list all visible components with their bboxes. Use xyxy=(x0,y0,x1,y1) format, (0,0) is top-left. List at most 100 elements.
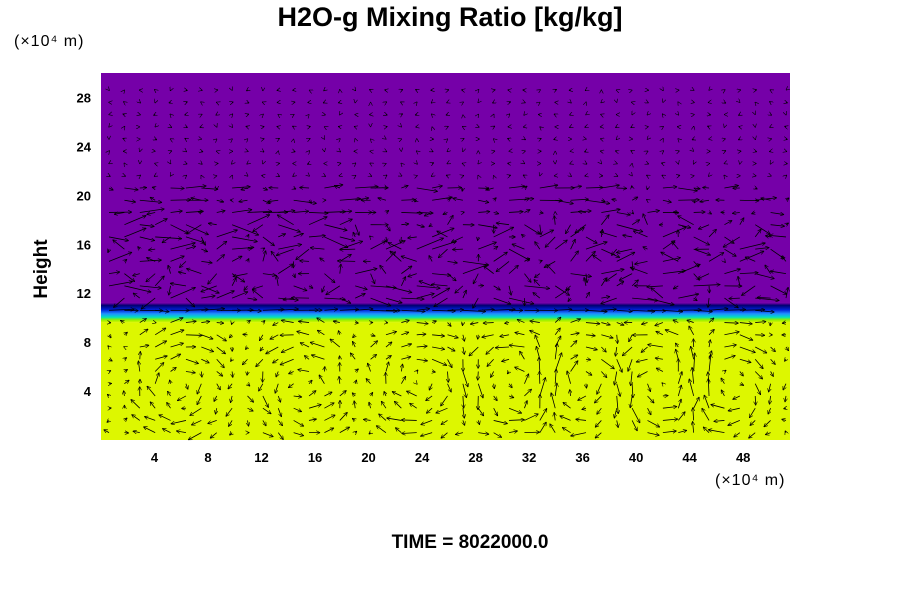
wind-arrow xyxy=(124,273,134,282)
wind-arrow xyxy=(494,383,495,389)
wind-arrow xyxy=(263,320,265,322)
wind-arrow xyxy=(554,412,555,421)
wind-arrow xyxy=(486,346,494,354)
wind-arrow xyxy=(153,115,155,116)
wind-arrow xyxy=(280,358,294,365)
x-axis-unit: (×10⁴ m) xyxy=(715,472,786,489)
wind-arrow xyxy=(656,367,664,372)
wind-arrow xyxy=(317,330,325,336)
wind-arrow xyxy=(493,395,498,401)
wind-arrow xyxy=(247,164,248,165)
wind-arrow xyxy=(647,345,663,348)
wind-arrow xyxy=(755,322,766,323)
wind-arrow xyxy=(724,261,725,262)
wind-arrow xyxy=(616,251,635,262)
wind-arrow xyxy=(426,407,433,413)
wind-arrow xyxy=(570,273,592,277)
wind-arrow xyxy=(201,285,217,292)
wind-arrow xyxy=(631,280,638,287)
wind-arrow xyxy=(739,358,751,362)
wind-arrow xyxy=(693,397,700,409)
wind-arrow xyxy=(278,264,293,274)
wind-arrow xyxy=(170,256,185,262)
wind-arrow xyxy=(109,370,111,372)
wind-arrow xyxy=(395,428,402,433)
wind-arrow xyxy=(310,248,325,249)
wind-arrow xyxy=(597,407,602,414)
wind-arrow xyxy=(139,285,162,288)
wind-arrow xyxy=(524,198,529,200)
wind-arrow xyxy=(154,362,164,372)
wind-arrow xyxy=(593,255,602,262)
wind-arrow xyxy=(631,220,640,226)
wind-arrow xyxy=(233,273,248,277)
wind-arrow xyxy=(340,151,341,152)
wind-arrow xyxy=(247,420,248,426)
wind-arrow xyxy=(324,236,348,248)
wind-arrow xyxy=(247,176,248,177)
wind-arrow xyxy=(647,420,660,428)
wind-arrow xyxy=(462,290,467,299)
wind-arrow xyxy=(355,187,378,188)
chart-title: H2O-g Mixing Ratio [kg/kg] xyxy=(277,2,623,32)
wind-arrow xyxy=(263,420,266,426)
wind-arrow xyxy=(340,139,341,140)
wind-arrow xyxy=(317,318,325,323)
wind-arrow xyxy=(694,353,695,372)
wind-arrow xyxy=(278,244,302,250)
wind-arrow xyxy=(662,310,683,311)
wind-arrow xyxy=(605,273,617,282)
wind-arrow xyxy=(728,407,740,411)
wind-arrow xyxy=(487,358,494,366)
wind-arrow xyxy=(770,285,787,295)
wind-arrow xyxy=(139,236,155,241)
wind-arrow xyxy=(478,89,479,90)
wind-arrow xyxy=(441,395,448,406)
wind-arrow xyxy=(144,417,156,421)
wind-arrow xyxy=(415,89,416,90)
wind-arrow xyxy=(124,259,127,261)
wind-arrow xyxy=(170,343,184,348)
wind-arrow xyxy=(509,420,525,421)
wind-arrow xyxy=(507,138,509,139)
wind-arrow xyxy=(354,401,355,409)
wind-arrow xyxy=(662,431,677,433)
wind-arrow xyxy=(147,212,156,214)
wind-arrow xyxy=(601,248,620,257)
wind-arrow xyxy=(493,285,501,290)
wind-arrow xyxy=(447,273,457,281)
wind-arrow xyxy=(754,371,763,379)
wind-arrow xyxy=(509,212,523,213)
wind-arrow xyxy=(293,233,304,238)
wind-arrow xyxy=(584,151,586,152)
wind-arrow xyxy=(673,286,679,290)
wind-arrow xyxy=(448,371,449,382)
wind-arrow xyxy=(247,211,272,212)
wind-arrow xyxy=(146,273,156,282)
y-tick-label: 8 xyxy=(84,335,91,350)
wind-arrow xyxy=(585,242,607,250)
wind-arrow xyxy=(162,236,171,243)
wind-arrow xyxy=(769,235,787,237)
lower-moist-layer xyxy=(101,322,790,440)
wind-arrow xyxy=(366,378,371,384)
wind-arrow xyxy=(263,151,264,152)
wind-arrow xyxy=(463,102,464,103)
wind-arrow xyxy=(369,236,370,237)
wind-arrow xyxy=(616,212,631,215)
wind-arrow xyxy=(784,359,786,361)
wind-arrow xyxy=(216,323,224,324)
wind-arrow xyxy=(177,395,187,402)
wind-arrow xyxy=(416,346,428,347)
wind-arrow xyxy=(720,390,725,397)
wind-arrow xyxy=(709,354,711,372)
x-tick-label: 4 xyxy=(151,450,159,465)
wind-arrow xyxy=(109,309,135,310)
wind-arrow xyxy=(185,309,209,310)
wind-arrow xyxy=(524,209,530,213)
wind-arrow xyxy=(616,224,643,232)
wind-arrow xyxy=(262,274,276,276)
wind-arrow xyxy=(124,380,129,384)
wind-arrow xyxy=(539,422,547,433)
wind-arrow xyxy=(247,215,269,226)
